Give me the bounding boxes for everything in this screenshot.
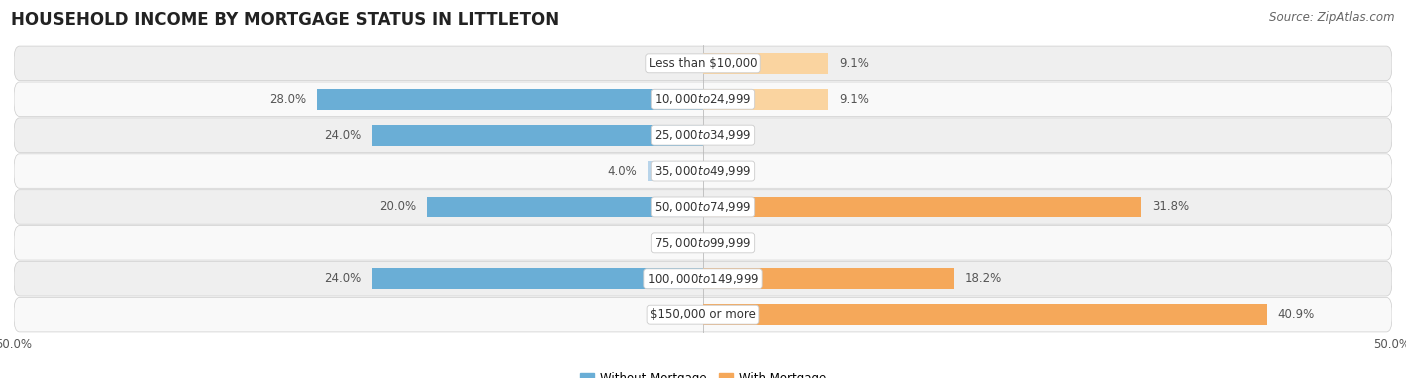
Text: 0.0%: 0.0% <box>662 236 692 249</box>
Bar <box>648 161 703 181</box>
Bar <box>373 125 703 146</box>
Text: 40.9%: 40.9% <box>1278 308 1315 321</box>
Text: 0.0%: 0.0% <box>714 236 744 249</box>
Text: 24.0%: 24.0% <box>323 272 361 285</box>
FancyBboxPatch shape <box>14 226 1392 260</box>
Text: Source: ZipAtlas.com: Source: ZipAtlas.com <box>1270 11 1395 24</box>
Text: $75,000 to $99,999: $75,000 to $99,999 <box>654 236 752 250</box>
Text: 24.0%: 24.0% <box>323 129 361 142</box>
Text: 0.0%: 0.0% <box>714 129 744 142</box>
Bar <box>703 268 953 289</box>
FancyBboxPatch shape <box>14 297 1392 332</box>
Bar <box>318 89 703 110</box>
Text: $100,000 to $149,999: $100,000 to $149,999 <box>647 272 759 286</box>
FancyBboxPatch shape <box>14 154 1392 188</box>
Bar <box>703 89 828 110</box>
Text: $25,000 to $34,999: $25,000 to $34,999 <box>654 128 752 142</box>
Text: 9.1%: 9.1% <box>839 57 869 70</box>
Text: 0.0%: 0.0% <box>714 164 744 178</box>
Text: 0.0%: 0.0% <box>662 57 692 70</box>
Text: 20.0%: 20.0% <box>380 200 416 214</box>
Text: $50,000 to $74,999: $50,000 to $74,999 <box>654 200 752 214</box>
Bar <box>703 53 828 74</box>
Text: 28.0%: 28.0% <box>269 93 307 106</box>
Text: $10,000 to $24,999: $10,000 to $24,999 <box>654 92 752 106</box>
Text: HOUSEHOLD INCOME BY MORTGAGE STATUS IN LITTLETON: HOUSEHOLD INCOME BY MORTGAGE STATUS IN L… <box>11 11 560 29</box>
Bar <box>427 197 703 217</box>
FancyBboxPatch shape <box>14 46 1392 81</box>
Text: 31.8%: 31.8% <box>1152 200 1189 214</box>
FancyBboxPatch shape <box>14 82 1392 116</box>
Text: 18.2%: 18.2% <box>965 272 1002 285</box>
Bar <box>703 197 1142 217</box>
Text: 9.1%: 9.1% <box>839 93 869 106</box>
Text: 4.0%: 4.0% <box>607 164 637 178</box>
FancyBboxPatch shape <box>14 262 1392 296</box>
Text: $35,000 to $49,999: $35,000 to $49,999 <box>654 164 752 178</box>
Text: $150,000 or more: $150,000 or more <box>650 308 756 321</box>
Bar <box>373 268 703 289</box>
Text: 0.0%: 0.0% <box>662 308 692 321</box>
Legend: Without Mortgage, With Mortgage: Without Mortgage, With Mortgage <box>575 367 831 378</box>
FancyBboxPatch shape <box>14 190 1392 224</box>
FancyBboxPatch shape <box>14 118 1392 152</box>
Text: Less than $10,000: Less than $10,000 <box>648 57 758 70</box>
Bar <box>703 304 1267 325</box>
